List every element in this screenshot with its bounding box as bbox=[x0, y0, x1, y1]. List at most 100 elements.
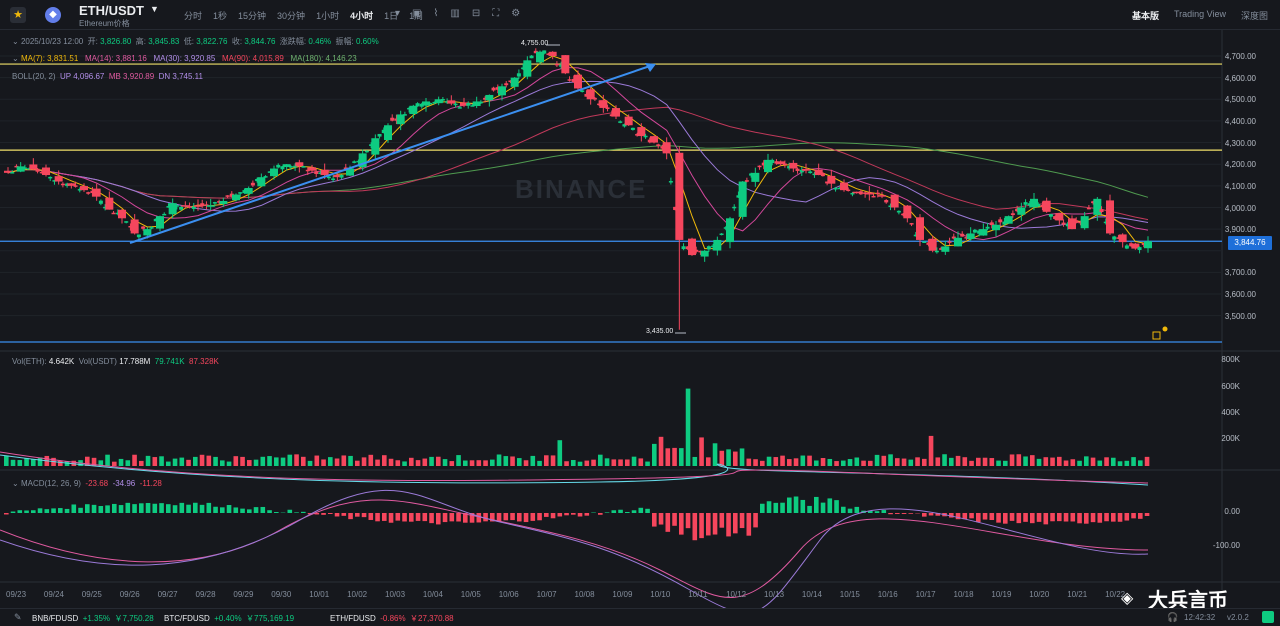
calendar-icon[interactable]: ▣ bbox=[412, 8, 422, 19]
macd-bar bbox=[604, 512, 610, 513]
pen-icon[interactable]: ✎ bbox=[14, 612, 22, 622]
macd-bar bbox=[1023, 513, 1028, 522]
view-tab-tradingview[interactable]: Trading View bbox=[1173, 9, 1226, 19]
ticker-btc[interactable]: BTC/FDUSD +0.40% ￥775,169.19 bbox=[164, 614, 295, 623]
chevron-down-icon[interactable]: ▼ bbox=[150, 4, 159, 14]
candle-body bbox=[128, 225, 133, 228]
fullscreen-icon[interactable]: ⛶ bbox=[492, 8, 500, 19]
macd-bar bbox=[1070, 513, 1076, 522]
macd-bar bbox=[368, 513, 374, 520]
volume-bar bbox=[827, 458, 833, 466]
candle-body bbox=[498, 86, 506, 96]
macd-bar bbox=[955, 513, 961, 520]
interval-tab[interactable]: 30分钟 bbox=[277, 11, 306, 21]
volume-bar bbox=[267, 456, 272, 466]
pair-title[interactable]: ETH/USDT bbox=[79, 3, 144, 18]
indicator-icon[interactable]: ⌇ bbox=[433, 8, 439, 19]
volume-bar bbox=[1077, 460, 1082, 466]
candle-body bbox=[584, 93, 589, 97]
macd-bar bbox=[105, 505, 110, 513]
candle-body bbox=[521, 67, 526, 70]
volume-bar bbox=[1063, 460, 1069, 466]
candle-body bbox=[738, 181, 747, 217]
candle-body bbox=[622, 124, 627, 127]
candle-body bbox=[903, 205, 912, 219]
macd-legend: ⌄ MACD(12, 26, 9) -23.68 -34.96 -11.28 bbox=[12, 479, 162, 488]
more-intervals-icon[interactable]: ▾ bbox=[395, 8, 401, 19]
volume-bar bbox=[301, 456, 306, 466]
volume-bar bbox=[125, 460, 131, 466]
interval-tab-active[interactable]: 4小时 bbox=[350, 11, 374, 21]
interval-tab[interactable]: 1周 bbox=[409, 11, 424, 21]
ticker-eth[interactable]: ETH/FDUSD -0.86% ￥27,370.88 bbox=[330, 614, 454, 623]
volume-bar bbox=[685, 388, 691, 466]
view-tab-depth[interactable]: 深度图 bbox=[1240, 11, 1268, 21]
macd-tick: -100.00 bbox=[1212, 541, 1240, 550]
macd-bar bbox=[645, 508, 650, 513]
volume-bar bbox=[368, 454, 374, 466]
interval-tab[interactable]: 分时 bbox=[184, 11, 203, 21]
candle-body bbox=[510, 77, 519, 87]
candle-body bbox=[326, 176, 331, 179]
interval-tab[interactable]: 1日 bbox=[384, 11, 399, 21]
low-marker: 3,435.00 bbox=[646, 328, 674, 335]
candle-body bbox=[394, 118, 399, 121]
candle-body bbox=[377, 133, 382, 137]
candle-body bbox=[972, 229, 977, 233]
volume-bar bbox=[652, 443, 657, 466]
volume-bar bbox=[868, 460, 873, 466]
macd-bar bbox=[577, 513, 583, 517]
candle-body bbox=[280, 166, 285, 170]
interval-tab[interactable]: 1小时 bbox=[316, 11, 340, 21]
candle-body bbox=[662, 142, 671, 154]
legend-ma180: MA(180): 4,146.23 bbox=[290, 54, 357, 63]
chevron-down-icon[interactable]: ⌄ bbox=[12, 479, 21, 488]
candle-body bbox=[706, 246, 711, 250]
candle-body bbox=[432, 101, 437, 104]
candle-body bbox=[16, 166, 25, 172]
volume-bar bbox=[152, 457, 158, 466]
candle-body bbox=[814, 169, 823, 176]
candle-body bbox=[1036, 203, 1041, 207]
candle-body bbox=[643, 135, 648, 138]
macd-bar bbox=[132, 504, 137, 513]
legend-amplitude: 0.60% bbox=[356, 37, 379, 46]
volume-bar bbox=[240, 456, 245, 466]
ticker-bnb[interactable]: BNB/FDUSD +1.35% ￥7,750.28 bbox=[32, 614, 154, 623]
interval-tab[interactable]: 15分钟 bbox=[238, 11, 267, 21]
date-tick: 10/04 bbox=[423, 590, 444, 599]
clock: 12:42:32 bbox=[1184, 613, 1216, 622]
chevron-down-icon[interactable]: ⌄ bbox=[12, 37, 21, 46]
chart-canvas[interactable]: 09/23 09/24 09/25 09/26 09/27 09/28 09/29 09/30… bbox=[0, 30, 1280, 608]
macd-bar bbox=[928, 513, 934, 516]
volume-bar bbox=[949, 457, 954, 466]
candle-body bbox=[333, 174, 342, 178]
macd-bar bbox=[625, 511, 630, 513]
settings-icon[interactable]: ⚙ bbox=[511, 8, 521, 19]
candle-body bbox=[1015, 208, 1020, 212]
volume-bar bbox=[922, 458, 927, 466]
view-tab-basic[interactable]: 基本版 bbox=[1131, 11, 1159, 21]
volume-bar bbox=[807, 455, 812, 466]
candle-body bbox=[732, 206, 737, 209]
layout-icon[interactable]: ⊟ bbox=[471, 8, 481, 19]
candle-body bbox=[293, 165, 298, 168]
chevron-down-icon[interactable]: ⌄ bbox=[12, 54, 21, 63]
chart-type-icon[interactable]: ▥ bbox=[450, 8, 460, 19]
volume-bar bbox=[733, 451, 738, 466]
candle-body bbox=[263, 176, 268, 178]
interval-tab[interactable]: 1秒 bbox=[213, 11, 228, 21]
volume-bar bbox=[105, 454, 110, 466]
candle-body bbox=[472, 101, 481, 106]
date-tick: 10/19 bbox=[991, 590, 1012, 599]
candle-body bbox=[840, 182, 848, 191]
macd-bar bbox=[544, 513, 549, 517]
candle-body bbox=[485, 94, 494, 101]
headset-icon[interactable]: 🎧 bbox=[1167, 612, 1179, 622]
favorite-star-icon[interactable]: ★ bbox=[10, 7, 26, 23]
volume-bar bbox=[1030, 455, 1035, 466]
exchange-watermark: BINANCE bbox=[515, 174, 648, 204]
macd-bar bbox=[402, 513, 407, 522]
volume-bar bbox=[618, 459, 623, 466]
candle-body bbox=[1091, 201, 1096, 204]
